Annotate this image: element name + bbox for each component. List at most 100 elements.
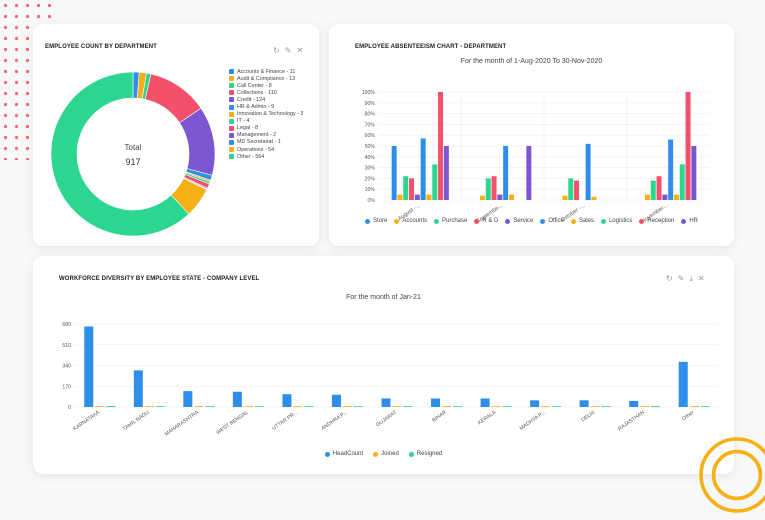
bar[interactable] (485, 178, 491, 200)
bar[interactable] (106, 406, 116, 407)
bar[interactable] (420, 138, 426, 200)
legend-item[interactable]: Service (505, 218, 533, 224)
bar[interactable] (685, 92, 691, 200)
refresh-icon[interactable]: ↻ (273, 46, 280, 55)
bar[interactable] (662, 194, 668, 200)
bar[interactable] (656, 176, 662, 200)
bar[interactable] (508, 194, 514, 200)
bar[interactable] (568, 178, 574, 200)
bar[interactable] (502, 406, 512, 407)
bar[interactable] (409, 178, 415, 200)
close-icon[interactable]: ✕ (296, 46, 304, 55)
bar[interactable] (381, 398, 391, 407)
bar[interactable] (183, 391, 193, 407)
bar[interactable] (243, 406, 253, 407)
bar[interactable] (254, 406, 264, 407)
legend-item[interactable]: Sales (570, 218, 594, 224)
bar[interactable] (438, 92, 444, 200)
bar[interactable] (391, 146, 397, 200)
legend-item[interactable]: Store (364, 218, 387, 224)
bar[interactable] (562, 195, 568, 200)
legend-item[interactable]: Office (540, 218, 564, 224)
bar[interactable] (403, 406, 413, 407)
bar[interactable] (629, 400, 639, 407)
legend-item[interactable]: Accounts & Finance - 11 (229, 68, 303, 75)
bar[interactable] (331, 394, 341, 407)
bar[interactable] (497, 194, 503, 200)
bar[interactable] (194, 406, 204, 407)
bar[interactable] (668, 139, 674, 200)
bar[interactable] (640, 406, 650, 407)
edit-icon[interactable]: ✎ (677, 274, 685, 283)
legend-item[interactable]: Other - 564 (229, 153, 303, 160)
legend-item[interactable]: Logistics (600, 218, 632, 224)
bar[interactable] (144, 406, 154, 407)
legend-item[interactable]: Accounts (394, 218, 427, 224)
bar[interactable] (579, 400, 589, 407)
legend-item[interactable]: Collections - 110 (229, 89, 303, 96)
bar[interactable] (479, 195, 485, 200)
legend-item[interactable]: Credit - 124 (229, 96, 303, 103)
legend-item[interactable]: R & D (474, 218, 498, 224)
legend-item[interactable]: Call Center - 8 (229, 82, 303, 89)
bar[interactable] (585, 143, 591, 200)
bar[interactable] (541, 406, 551, 407)
bar[interactable] (574, 180, 580, 200)
legend-item[interactable]: Management - 2 (229, 132, 303, 139)
bar[interactable] (431, 398, 441, 407)
bar[interactable] (95, 406, 105, 407)
bar[interactable] (397, 194, 403, 200)
legend-item[interactable]: IT - 4 (229, 118, 303, 125)
bar[interactable] (651, 406, 661, 407)
bar[interactable] (691, 146, 697, 200)
bar[interactable] (443, 146, 449, 200)
legend-item[interactable]: HR (681, 218, 698, 224)
bar[interactable] (403, 176, 409, 200)
bar[interactable] (282, 394, 292, 407)
donut-slice[interactable] (50, 71, 190, 237)
download-icon[interactable]: ⤓ (689, 274, 693, 283)
bar[interactable] (480, 398, 490, 407)
bar[interactable] (678, 361, 688, 407)
legend-item[interactable]: Purchase (434, 218, 467, 224)
bar[interactable] (442, 406, 452, 407)
bar[interactable] (342, 406, 352, 407)
refresh-icon[interactable]: ↻ (666, 274, 673, 283)
bar[interactable] (673, 194, 679, 200)
legend-item[interactable]: Innovation & Technology - 3 (229, 111, 303, 118)
close-icon[interactable]: ✕ (697, 274, 705, 283)
bar[interactable] (689, 406, 699, 407)
legend-item[interactable]: Operations - 54 (229, 146, 303, 153)
legend-item[interactable]: Joined (373, 451, 399, 457)
legend-item[interactable]: Reception (639, 218, 674, 224)
bar[interactable] (679, 164, 685, 200)
bar[interactable] (590, 406, 600, 407)
legend-item[interactable]: HeadCount (324, 451, 363, 457)
bar[interactable] (526, 146, 532, 200)
legend-item[interactable]: Audit & Compliance - 13 (229, 75, 303, 82)
bar[interactable] (491, 406, 501, 407)
bar[interactable] (503, 146, 509, 200)
legend-item[interactable]: HR & Admin - 9 (229, 103, 303, 110)
bar[interactable] (414, 194, 420, 200)
bar[interactable] (426, 194, 432, 200)
bar[interactable] (700, 406, 710, 407)
bar[interactable] (232, 391, 242, 407)
bar[interactable] (491, 176, 497, 200)
bar[interactable] (552, 406, 562, 407)
bar[interactable] (591, 196, 597, 200)
legend-item[interactable]: MD Secretariat - 1 (229, 139, 303, 146)
bar[interactable] (293, 406, 303, 407)
bar[interactable] (650, 180, 656, 200)
bar[interactable] (530, 400, 540, 407)
bar[interactable] (304, 406, 314, 407)
legend-item[interactable]: Resigned (408, 451, 442, 457)
bar[interactable] (453, 406, 463, 407)
bar[interactable] (84, 326, 94, 407)
legend-item[interactable]: Legal - 8 (229, 125, 303, 132)
bar[interactable] (432, 164, 438, 200)
bar[interactable] (155, 406, 165, 407)
bar[interactable] (392, 406, 402, 407)
bar[interactable] (205, 406, 215, 407)
bar[interactable] (353, 406, 363, 407)
